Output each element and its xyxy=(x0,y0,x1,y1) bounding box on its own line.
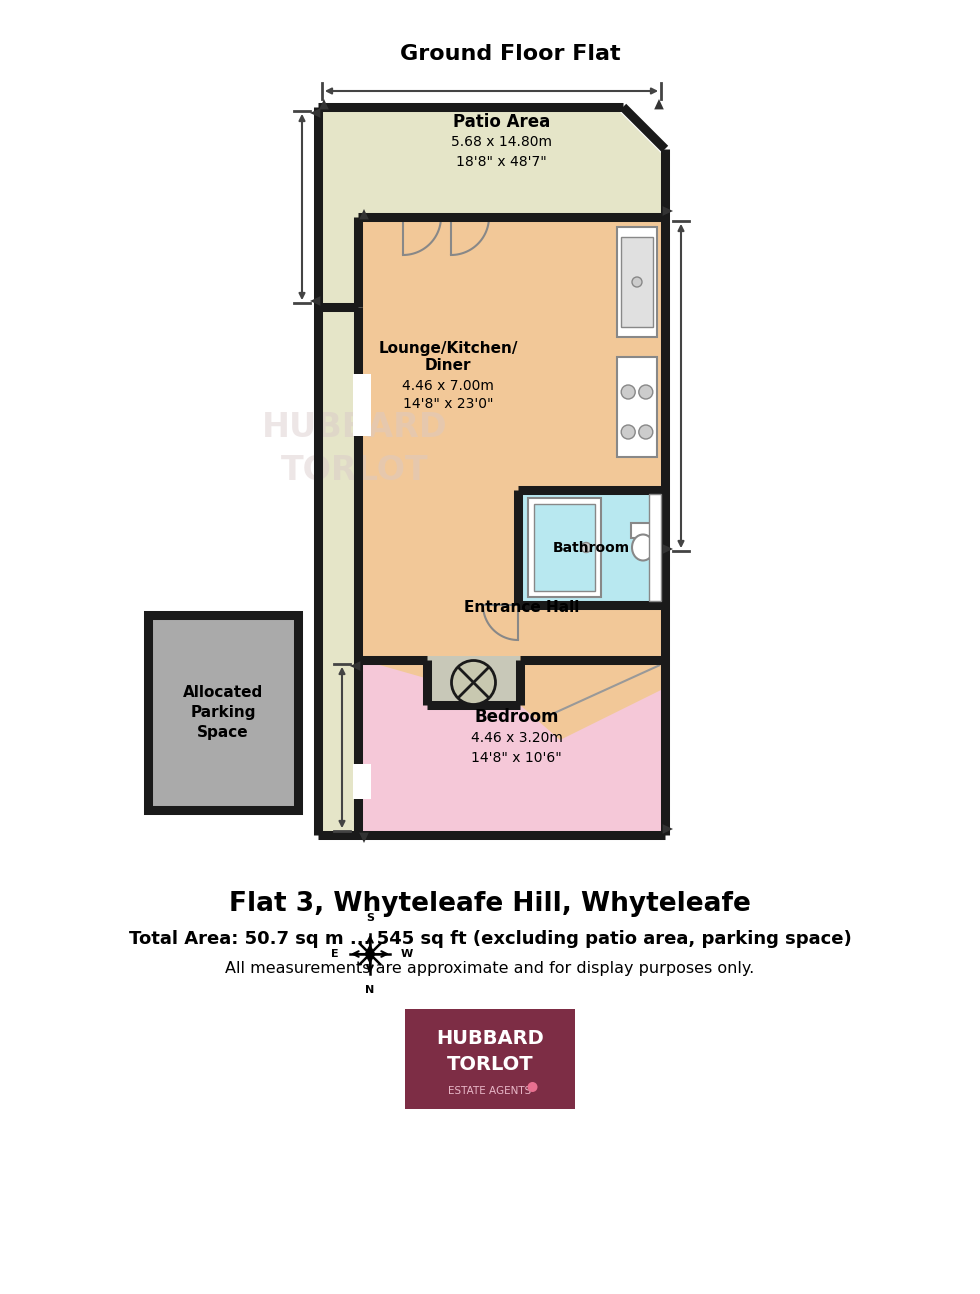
Text: 14'8" x 23'0": 14'8" x 23'0" xyxy=(403,397,493,411)
Polygon shape xyxy=(360,832,368,842)
Bar xyxy=(621,237,653,327)
Text: S: S xyxy=(366,914,374,923)
Bar xyxy=(617,226,657,336)
Bar xyxy=(649,494,661,600)
Text: 4.46 x 3.20m: 4.46 x 3.20m xyxy=(470,731,563,744)
Text: Total Area: 50.7 sq m ... 545 sq ft (excluding patio area, parking space): Total Area: 50.7 sq m ... 545 sq ft (exc… xyxy=(128,930,852,949)
Text: E: E xyxy=(331,949,339,959)
Polygon shape xyxy=(319,100,329,110)
Bar xyxy=(631,523,655,537)
Circle shape xyxy=(581,542,591,553)
Bar xyxy=(617,357,657,457)
Circle shape xyxy=(639,386,653,399)
Text: ESTATE AGENTS: ESTATE AGENTS xyxy=(449,1086,531,1096)
Text: Parking: Parking xyxy=(190,705,256,719)
Polygon shape xyxy=(662,824,673,833)
Circle shape xyxy=(621,424,635,439)
Text: Diner: Diner xyxy=(424,358,471,374)
Polygon shape xyxy=(310,109,320,118)
Bar xyxy=(353,763,371,798)
Text: Lounge/Kitchen/: Lounge/Kitchen/ xyxy=(378,340,517,356)
Text: TORLOT: TORLOT xyxy=(447,1055,533,1074)
Text: 5.68 x 14.80m: 5.68 x 14.80m xyxy=(451,135,552,149)
Polygon shape xyxy=(655,100,663,110)
Text: 18'8" x 48'7": 18'8" x 48'7" xyxy=(456,155,547,170)
Bar xyxy=(528,498,601,597)
Polygon shape xyxy=(362,555,514,660)
Bar xyxy=(322,307,354,835)
Polygon shape xyxy=(662,545,673,554)
Text: Allocated: Allocated xyxy=(183,685,263,700)
Circle shape xyxy=(452,660,496,704)
Text: Entrance Hall: Entrance Hall xyxy=(464,600,579,615)
Text: Ground Floor Flat: Ground Floor Flat xyxy=(400,44,620,63)
Bar xyxy=(427,656,520,705)
Polygon shape xyxy=(350,661,361,670)
Ellipse shape xyxy=(632,534,654,560)
Circle shape xyxy=(621,386,635,399)
Text: Space: Space xyxy=(197,725,249,740)
Text: HUBBARD: HUBBARD xyxy=(436,1030,544,1048)
Text: Bathroom: Bathroom xyxy=(553,541,630,555)
Text: Bedroom: Bedroom xyxy=(474,709,559,726)
Text: N: N xyxy=(366,985,374,995)
Text: Patio Area: Patio Area xyxy=(453,113,550,131)
Bar xyxy=(522,490,661,606)
Bar xyxy=(405,1009,575,1109)
Polygon shape xyxy=(362,660,661,740)
Circle shape xyxy=(632,277,642,287)
Bar xyxy=(353,374,371,436)
Polygon shape xyxy=(662,206,673,216)
Bar xyxy=(148,615,298,810)
Polygon shape xyxy=(310,296,320,305)
Circle shape xyxy=(639,424,653,439)
Bar xyxy=(148,615,298,810)
Bar xyxy=(617,226,657,336)
Circle shape xyxy=(527,1082,537,1092)
Polygon shape xyxy=(322,111,661,307)
Bar xyxy=(362,660,661,835)
Text: All measurements are approximate and for display purposes only.: All measurements are approximate and for… xyxy=(225,961,755,977)
Text: 4.46 x 7.00m: 4.46 x 7.00m xyxy=(402,379,494,393)
Text: W: W xyxy=(401,949,414,959)
Text: 14'8" x 10'6": 14'8" x 10'6" xyxy=(471,751,562,765)
Text: Flat 3, Whyteleafe Hill, Whyteleafe: Flat 3, Whyteleafe Hill, Whyteleafe xyxy=(229,892,751,917)
Polygon shape xyxy=(362,217,661,555)
Polygon shape xyxy=(360,210,368,220)
Polygon shape xyxy=(365,945,375,964)
Text: HUBBARD
TORLOT: HUBBARD TORLOT xyxy=(263,410,448,488)
Polygon shape xyxy=(514,606,661,660)
Bar xyxy=(534,503,595,591)
Bar xyxy=(617,357,657,457)
